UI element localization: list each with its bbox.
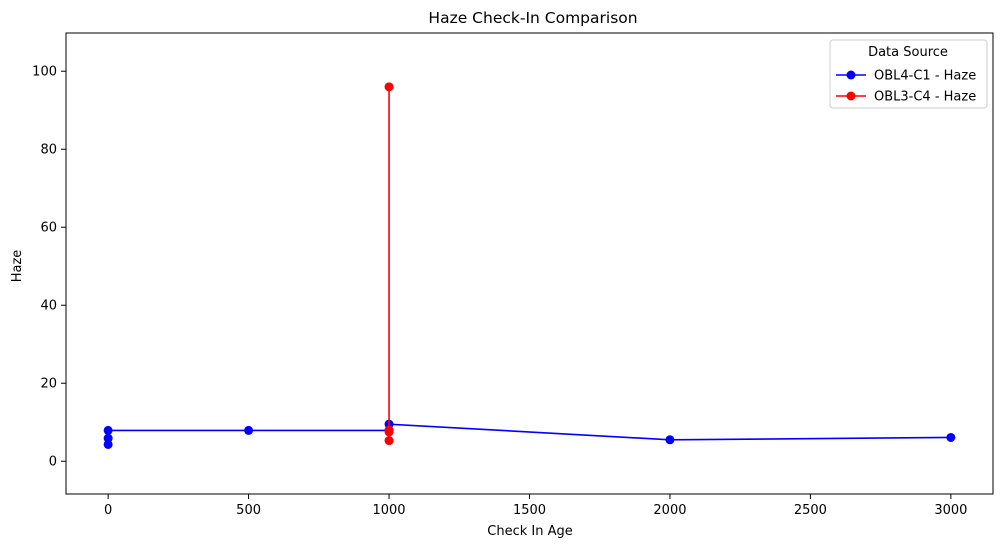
x-tick-label: 1500 [513,503,546,518]
y-tick-label: 60 [40,221,57,236]
series-line-1 [107,423,951,445]
legend-marker-2 [846,91,856,101]
y-axis-label: Haze [10,250,25,283]
x-axis-label: Check In Age [487,524,572,539]
legend-entry-2: OBL3-C4 - Haze [874,90,976,105]
y-tick-label: 20 [40,377,57,392]
y-tick-label: 100 [32,65,57,80]
x-tick-label: 2500 [794,503,827,518]
chart-title: Haze Check-In Comparison [428,9,637,27]
x-tick-label: 0 [104,503,112,518]
y-tick-label: 0 [49,455,57,470]
x-tick-label: 3000 [934,503,967,518]
y-axis: 0 20 40 60 80 100 [32,65,66,470]
x-tick-label: 2000 [653,503,686,518]
legend-marker-1 [846,70,856,80]
data-point-series-2 [384,436,394,446]
x-axis: 0 500 1000 1500 2000 2500 3000 [104,494,967,518]
x-tick-label: 500 [236,503,261,518]
data-point-series-1 [103,425,113,435]
data-point-series-1 [103,439,113,449]
y-tick-label: 40 [40,299,57,314]
legend-entry-1: OBL4-C1 - Haze [874,69,976,84]
data-point-series-1 [946,432,956,442]
data-point-series-2 [384,82,394,92]
legend-box [829,39,988,109]
data-point-series-2 [384,425,394,435]
data-point-series-1 [244,425,254,435]
x-tick-label: 1000 [372,503,405,518]
plot-area [103,82,956,449]
data-point-series-1 [665,435,675,445]
y-tick-label: 80 [40,143,57,158]
data-point-series-1 [103,433,113,443]
legend: Data Source OBL4-C1 - Haze OBL3-C4 - Haze [829,39,988,109]
legend-title: Data Source [868,45,948,60]
